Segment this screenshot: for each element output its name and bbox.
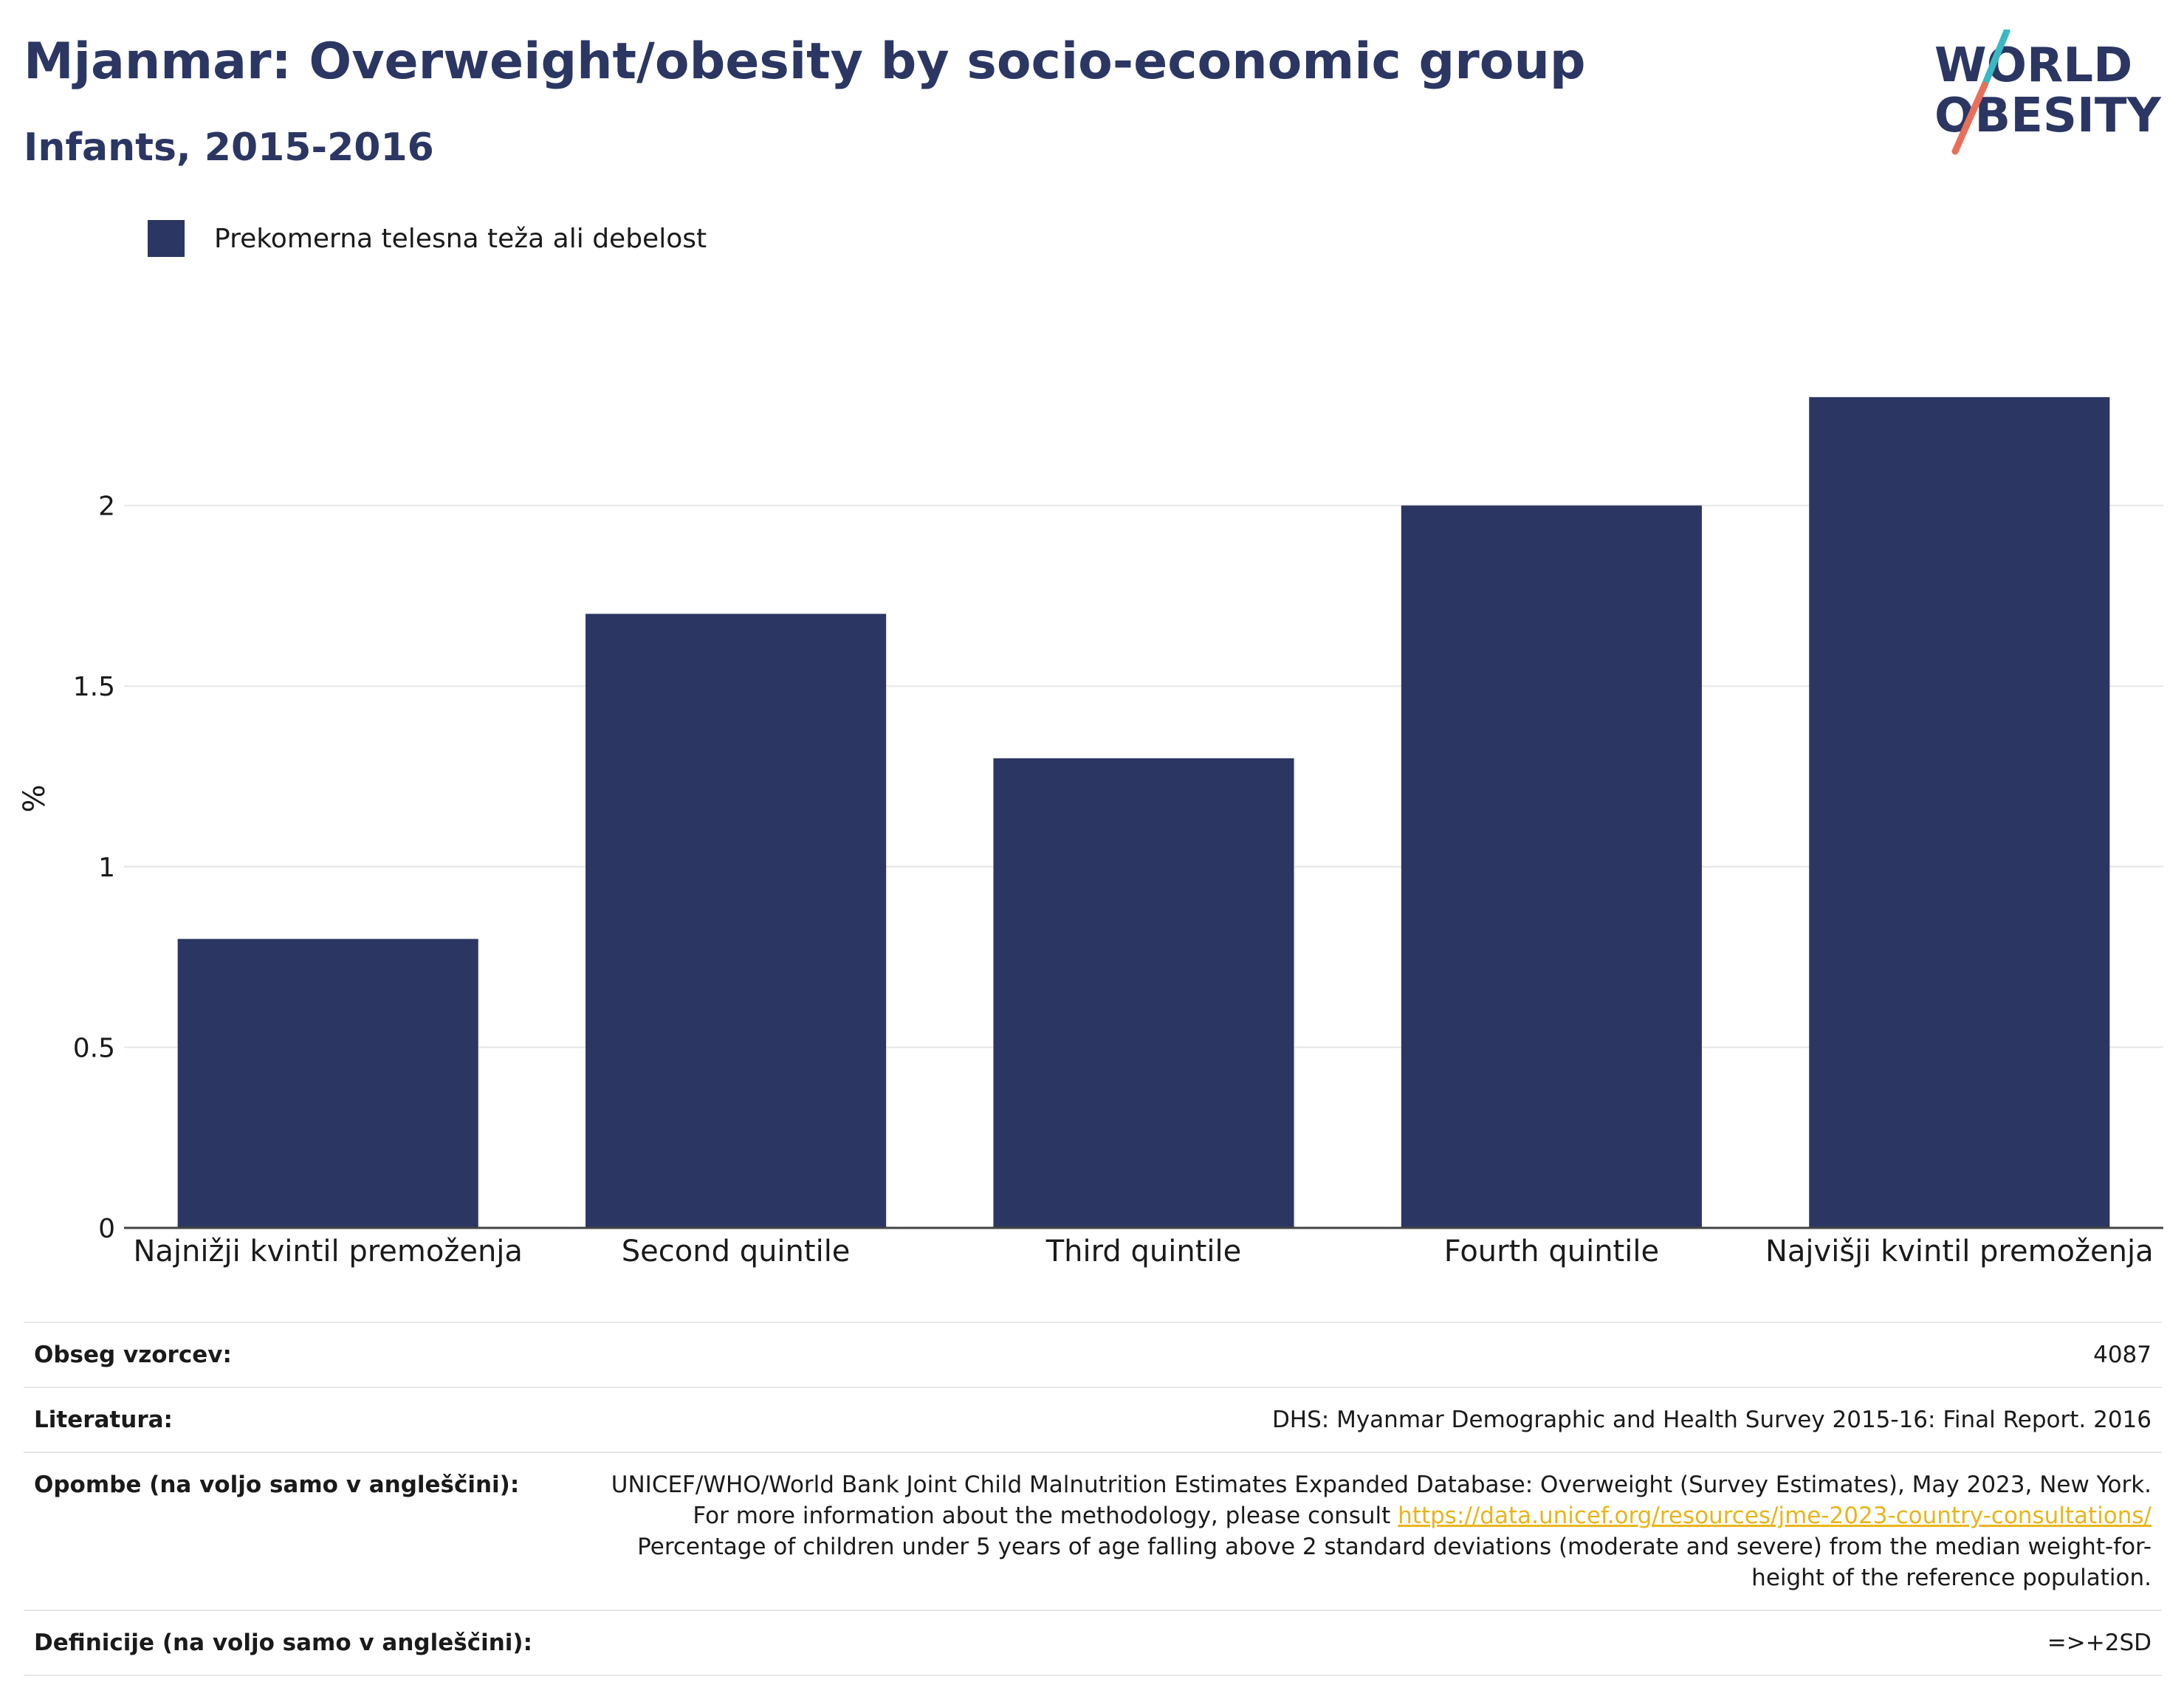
- meta-row-sample: Obseg vzorcev: 4087: [24, 1322, 2162, 1387]
- legend[interactable]: Prekomerna telesna teža ali debelost: [148, 220, 707, 257]
- sample-size-value: 4087: [2093, 1342, 2152, 1368]
- meta-row-source: Literatura: DHS: Myanmar Demographic and…: [24, 1387, 2162, 1452]
- meta-row-definitions: Definicije (na voljo samo v angleščini):…: [24, 1610, 2162, 1675]
- legend-swatch: [148, 220, 185, 257]
- y-axis-label: %: [18, 784, 52, 812]
- notes-text-before: UNICEF/WHO/World Bank Joint Child Malnut…: [611, 1472, 2152, 1529]
- bar[interactable]: [1809, 396, 2110, 1228]
- methodology-link[interactable]: https://data.unicef.org/resources/jme-20…: [1398, 1503, 2152, 1529]
- y-tick-label: 2: [98, 492, 115, 522]
- x-tick-labels: Najnižji kvintil premoženja Second quinti…: [133, 1235, 2153, 1268]
- y-tick-labels: 0 0.5 1 1.5 2: [73, 492, 115, 1244]
- notes-text-after: Percentage of children under 5 years of …: [637, 1534, 2152, 1591]
- logo-slash-bottom: [1951, 81, 1988, 155]
- bars: [177, 396, 2110, 1228]
- world-obesity-logo: WORLD OBESITY: [1934, 30, 2161, 155]
- y-tick-label: 1.5: [73, 672, 115, 702]
- definitions-value: =>+2SD: [2047, 1630, 2152, 1656]
- y-tick-label: 1: [98, 853, 115, 883]
- logo-word-world: WORLD: [1934, 38, 2132, 93]
- sample-size-label: Obseg vzorcev:: [34, 1342, 232, 1368]
- bar[interactable]: [1401, 505, 1702, 1228]
- metadata-table: Obseg vzorcev: 4087 Literatura: DHS: Mya…: [24, 1322, 2162, 1676]
- source-label: Literatura:: [34, 1407, 173, 1433]
- y-tick-label: 0: [98, 1214, 115, 1244]
- y-tick-label: 0.5: [73, 1033, 115, 1063]
- meta-row-notes: Opombe (na voljo samo v angleščini): UNI…: [24, 1452, 2162, 1610]
- bar-chart: 0 0.5 1 1.5 2 Najnižji kvintil premoženja Sec…: [18, 396, 2163, 1268]
- logo-slash-top: [1981, 30, 2010, 89]
- source-value: DHS: Myanmar Demographic and Health Surv…: [1271, 1407, 2152, 1433]
- notes-label: Opombe (na voljo samo v angleščini):: [34, 1472, 520, 1498]
- bar[interactable]: [586, 614, 887, 1228]
- chart-title: Mjanmar: Overweight/obesity by socio-eco…: [24, 32, 1586, 91]
- definitions-label: Definicije (na voljo samo v angleščini):: [34, 1630, 532, 1656]
- x-tick-label: Second quintile: [622, 1235, 851, 1268]
- x-tick-label: Third quintile: [1045, 1235, 1241, 1268]
- x-tick-label: Fourth quintile: [1444, 1235, 1659, 1268]
- x-tick-label: Najvišji kvintil premoženja: [1765, 1235, 2154, 1268]
- x-tick-label: Najnižji kvintil premoženja: [133, 1235, 522, 1268]
- chart-subtitle: Infants, 2015-2016: [24, 126, 434, 170]
- legend-label: Prekomerna telesna teža ali debelost: [214, 223, 707, 254]
- notes-value: UNICEF/WHO/World Bank Joint Child Malnut…: [576, 1452, 2162, 1610]
- bar[interactable]: [993, 758, 1294, 1228]
- bar[interactable]: [177, 938, 478, 1228]
